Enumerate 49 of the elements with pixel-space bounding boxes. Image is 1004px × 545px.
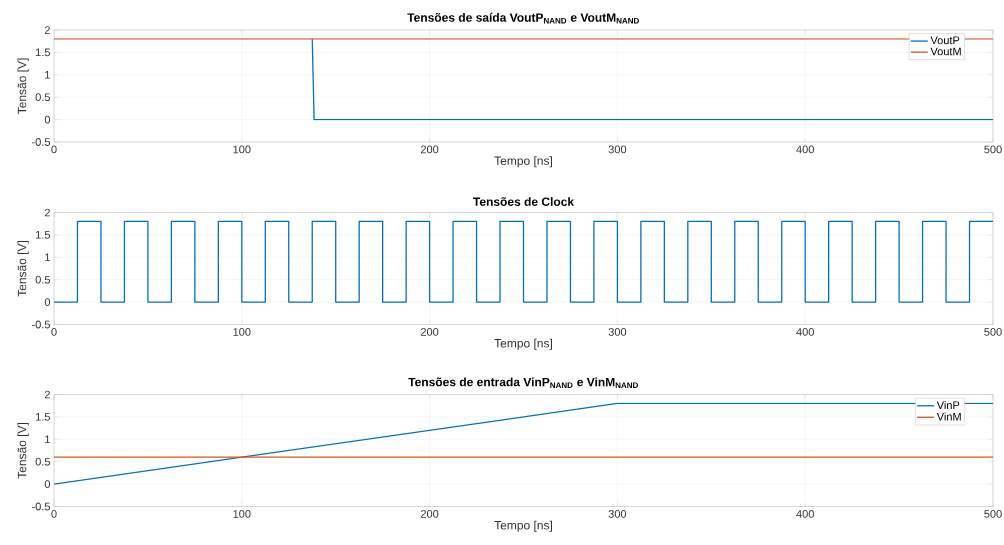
y-tick-label: 0.5 [35, 275, 50, 284]
x-tick-label: 100 [233, 328, 251, 336]
y-axis-title: Tensão [V] [17, 241, 29, 297]
x-tick-label: 300 [608, 328, 627, 336]
y-tick-label: 2 [44, 390, 50, 399]
y-tick-label: -0.5 [32, 138, 50, 146]
x-axis-title: Tempo [ns] [494, 338, 552, 350]
x-tick-label: 0 [51, 510, 57, 518]
x-tick-label: 400 [796, 145, 814, 154]
x-axis-title: Tempo [ns] [494, 520, 552, 532]
x-tick-label: 200 [420, 328, 439, 336]
legend-label: VoutM [930, 47, 961, 56]
legend-label: VinP [936, 401, 960, 410]
x-tick-label: 500 [984, 145, 1002, 154]
y-tick-label: -0.5 [32, 502, 50, 511]
chart-title: Tensões de entrada VinP$_{NAND}$ e VinM$_{NAND}$ [408, 377, 638, 388]
x-tick-label: 300 [608, 510, 627, 518]
x-tick-label: 100 [233, 145, 251, 154]
chart-title: Tensões de saída VoutP$_{NAND}$ e VoutM$_{NAND}$ [407, 12, 639, 24]
x-tick-label: 400 [796, 510, 814, 518]
y-tick-label: 0.5 [35, 93, 50, 102]
y-tick-label: 0 [44, 115, 51, 124]
x-tick-label: 200 [420, 510, 439, 518]
x-tick-label: 500 [984, 510, 1002, 518]
y-tick-label: 0 [44, 480, 51, 488]
y-axis-title: Tensão [V] [17, 58, 29, 115]
x-tick-label: 300 [608, 145, 627, 154]
legend-label: VinM [936, 412, 961, 421]
chart-title: Tensões de Clock [473, 197, 575, 206]
x-tick-label: 0 [51, 145, 57, 154]
y-tick-label: 1 [45, 71, 50, 79]
x-axis-title: Tempo [ns] [494, 156, 552, 168]
y-tick-label: -0.5 [32, 320, 50, 329]
y-tick-label: 1.5 [36, 231, 50, 239]
legend-label: VoutP [930, 36, 960, 45]
x-tick-label: 0 [51, 328, 57, 336]
x-tick-label: 500 [984, 328, 1002, 336]
x-tick-label: 400 [796, 328, 814, 336]
y-tick-label: 2 [44, 26, 50, 34]
y-tick-label: 0.5 [35, 457, 50, 466]
y-tick-label: 1 [45, 435, 50, 444]
y-tick-label: 1.5 [36, 48, 50, 57]
y-tick-label: 2 [44, 208, 50, 217]
y-tick-label: 1.5 [36, 413, 50, 421]
x-tick-label: 200 [420, 145, 439, 154]
y-axis-title: Tensão [V] [17, 423, 29, 479]
x-tick-label: 100 [233, 510, 251, 518]
y-tick-label: 1 [45, 253, 50, 262]
y-tick-label: 0 [44, 298, 51, 306]
